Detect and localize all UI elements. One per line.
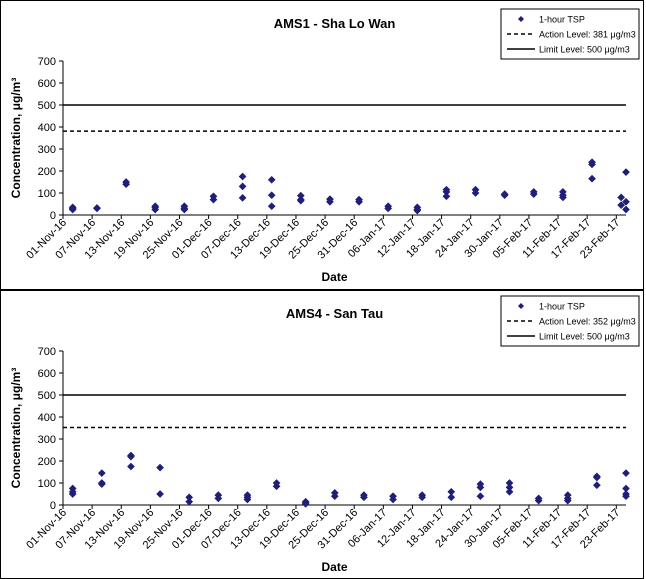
legend-label: Limit Level: 500 μg/m3 bbox=[539, 45, 630, 55]
y-tick-label: 0 bbox=[50, 210, 56, 222]
legend-label: 1-hour TSP bbox=[539, 15, 585, 25]
chart-svg: AMS1 - Sha Lo Wan01002003004005006007000… bbox=[9, 8, 640, 284]
data-point bbox=[622, 484, 630, 493]
data-point bbox=[267, 175, 276, 184]
y-axis-title: Concentration, μg/m³ bbox=[9, 78, 23, 199]
data-point bbox=[97, 480, 106, 489]
data-point bbox=[296, 196, 305, 205]
data-point bbox=[384, 204, 393, 213]
data-point bbox=[180, 204, 189, 213]
y-tick-label: 500 bbox=[38, 390, 56, 402]
data-point bbox=[272, 482, 281, 491]
data-point bbox=[622, 197, 630, 206]
y-tick-label: 300 bbox=[38, 434, 56, 446]
data-point bbox=[214, 494, 223, 503]
data-point bbox=[156, 463, 165, 472]
data-point bbox=[447, 493, 456, 502]
data-point bbox=[355, 197, 364, 206]
y-axis-title: Concentration, μg/m³ bbox=[9, 368, 23, 489]
y-tick-label: 0 bbox=[50, 500, 56, 512]
data-point bbox=[592, 481, 601, 490]
legend-label: 1-hour TSP bbox=[539, 302, 585, 312]
data-point bbox=[122, 178, 131, 186]
data-point bbox=[622, 469, 630, 478]
data-point bbox=[588, 160, 596, 169]
data-point bbox=[325, 197, 334, 206]
data-point bbox=[389, 495, 397, 504]
data-point bbox=[622, 168, 630, 177]
x-axis-title: Date bbox=[321, 560, 347, 574]
data-point bbox=[622, 205, 630, 214]
data-point bbox=[534, 496, 543, 505]
legend-marker bbox=[518, 303, 524, 309]
data-point bbox=[93, 204, 101, 213]
chart-svg: AMS4 - San Tau010020030040050060070001-N… bbox=[9, 295, 640, 574]
data-point bbox=[588, 174, 596, 183]
data-point bbox=[301, 499, 310, 508]
chart-title: AMS1 - Sha Lo Wan bbox=[274, 16, 396, 31]
data-point bbox=[185, 497, 194, 506]
chart-title: AMS4 - San Tau bbox=[286, 306, 383, 321]
y-tick-label: 300 bbox=[38, 144, 56, 156]
data-point bbox=[563, 496, 572, 505]
data-point bbox=[267, 191, 276, 200]
data-point bbox=[505, 487, 514, 496]
data-point bbox=[267, 202, 276, 211]
legend: 1-hour TSP Action Level: 352 μg/m3 Limit L… bbox=[500, 295, 640, 347]
legend-marker bbox=[518, 16, 524, 22]
data-point bbox=[529, 190, 538, 199]
data-point bbox=[471, 189, 480, 197]
legend: 1-hour TSP Action Level: 381 μg/m3 Limit L… bbox=[500, 8, 640, 60]
legend-label: Action Level: 381 μg/m3 bbox=[539, 30, 636, 40]
chart-panel-sha-lo-wan: AMS1 - Sha Lo Wan 0 100 200 300 400 500 600 700 0… bbox=[0, 0, 644, 290]
y-tick-label: 100 bbox=[38, 478, 56, 490]
y-tick-label: 200 bbox=[38, 456, 56, 468]
data-point bbox=[126, 452, 135, 461]
y-tick-label: 600 bbox=[38, 368, 56, 380]
data-point bbox=[330, 492, 339, 501]
y-tick-label: 100 bbox=[38, 188, 56, 200]
data-point bbox=[617, 201, 626, 210]
data-point bbox=[68, 490, 77, 498]
data-point bbox=[476, 492, 485, 501]
data-point bbox=[442, 192, 451, 201]
data-point bbox=[558, 193, 567, 202]
data-point bbox=[617, 193, 626, 202]
chart-panel-san-tau: AMS4 - San Tau 0 100 200 300 400 500 600 700 01-N… bbox=[0, 290, 644, 579]
data-point bbox=[156, 490, 165, 498]
y-tick-label: 400 bbox=[38, 412, 56, 424]
y-tick-label: 600 bbox=[38, 78, 56, 90]
data-point bbox=[68, 203, 77, 212]
data-point bbox=[418, 493, 427, 502]
data-point bbox=[97, 469, 106, 478]
data-point bbox=[476, 483, 485, 492]
data-point bbox=[413, 206, 422, 215]
x-axis-title: Date bbox=[321, 270, 347, 284]
data-point bbox=[359, 493, 368, 502]
y-tick-label: 700 bbox=[38, 56, 56, 68]
data-point bbox=[126, 462, 135, 471]
y-tick-label: 500 bbox=[38, 100, 56, 112]
data-point bbox=[243, 495, 252, 504]
y-tick-label: 700 bbox=[38, 346, 56, 358]
y-tick-label: 400 bbox=[38, 122, 56, 134]
data-point bbox=[500, 191, 509, 200]
data-point bbox=[592, 473, 601, 482]
data-point bbox=[622, 492, 630, 501]
legend-label: Limit Level: 500 μg/m3 bbox=[539, 332, 630, 342]
data-point bbox=[209, 195, 218, 204]
data-point bbox=[238, 172, 247, 181]
legend-label: Action Level: 352 μg/m3 bbox=[539, 317, 636, 327]
y-tick-label: 200 bbox=[38, 166, 56, 178]
data-point bbox=[238, 182, 247, 191]
data-point bbox=[238, 193, 247, 202]
data-point bbox=[151, 202, 160, 211]
